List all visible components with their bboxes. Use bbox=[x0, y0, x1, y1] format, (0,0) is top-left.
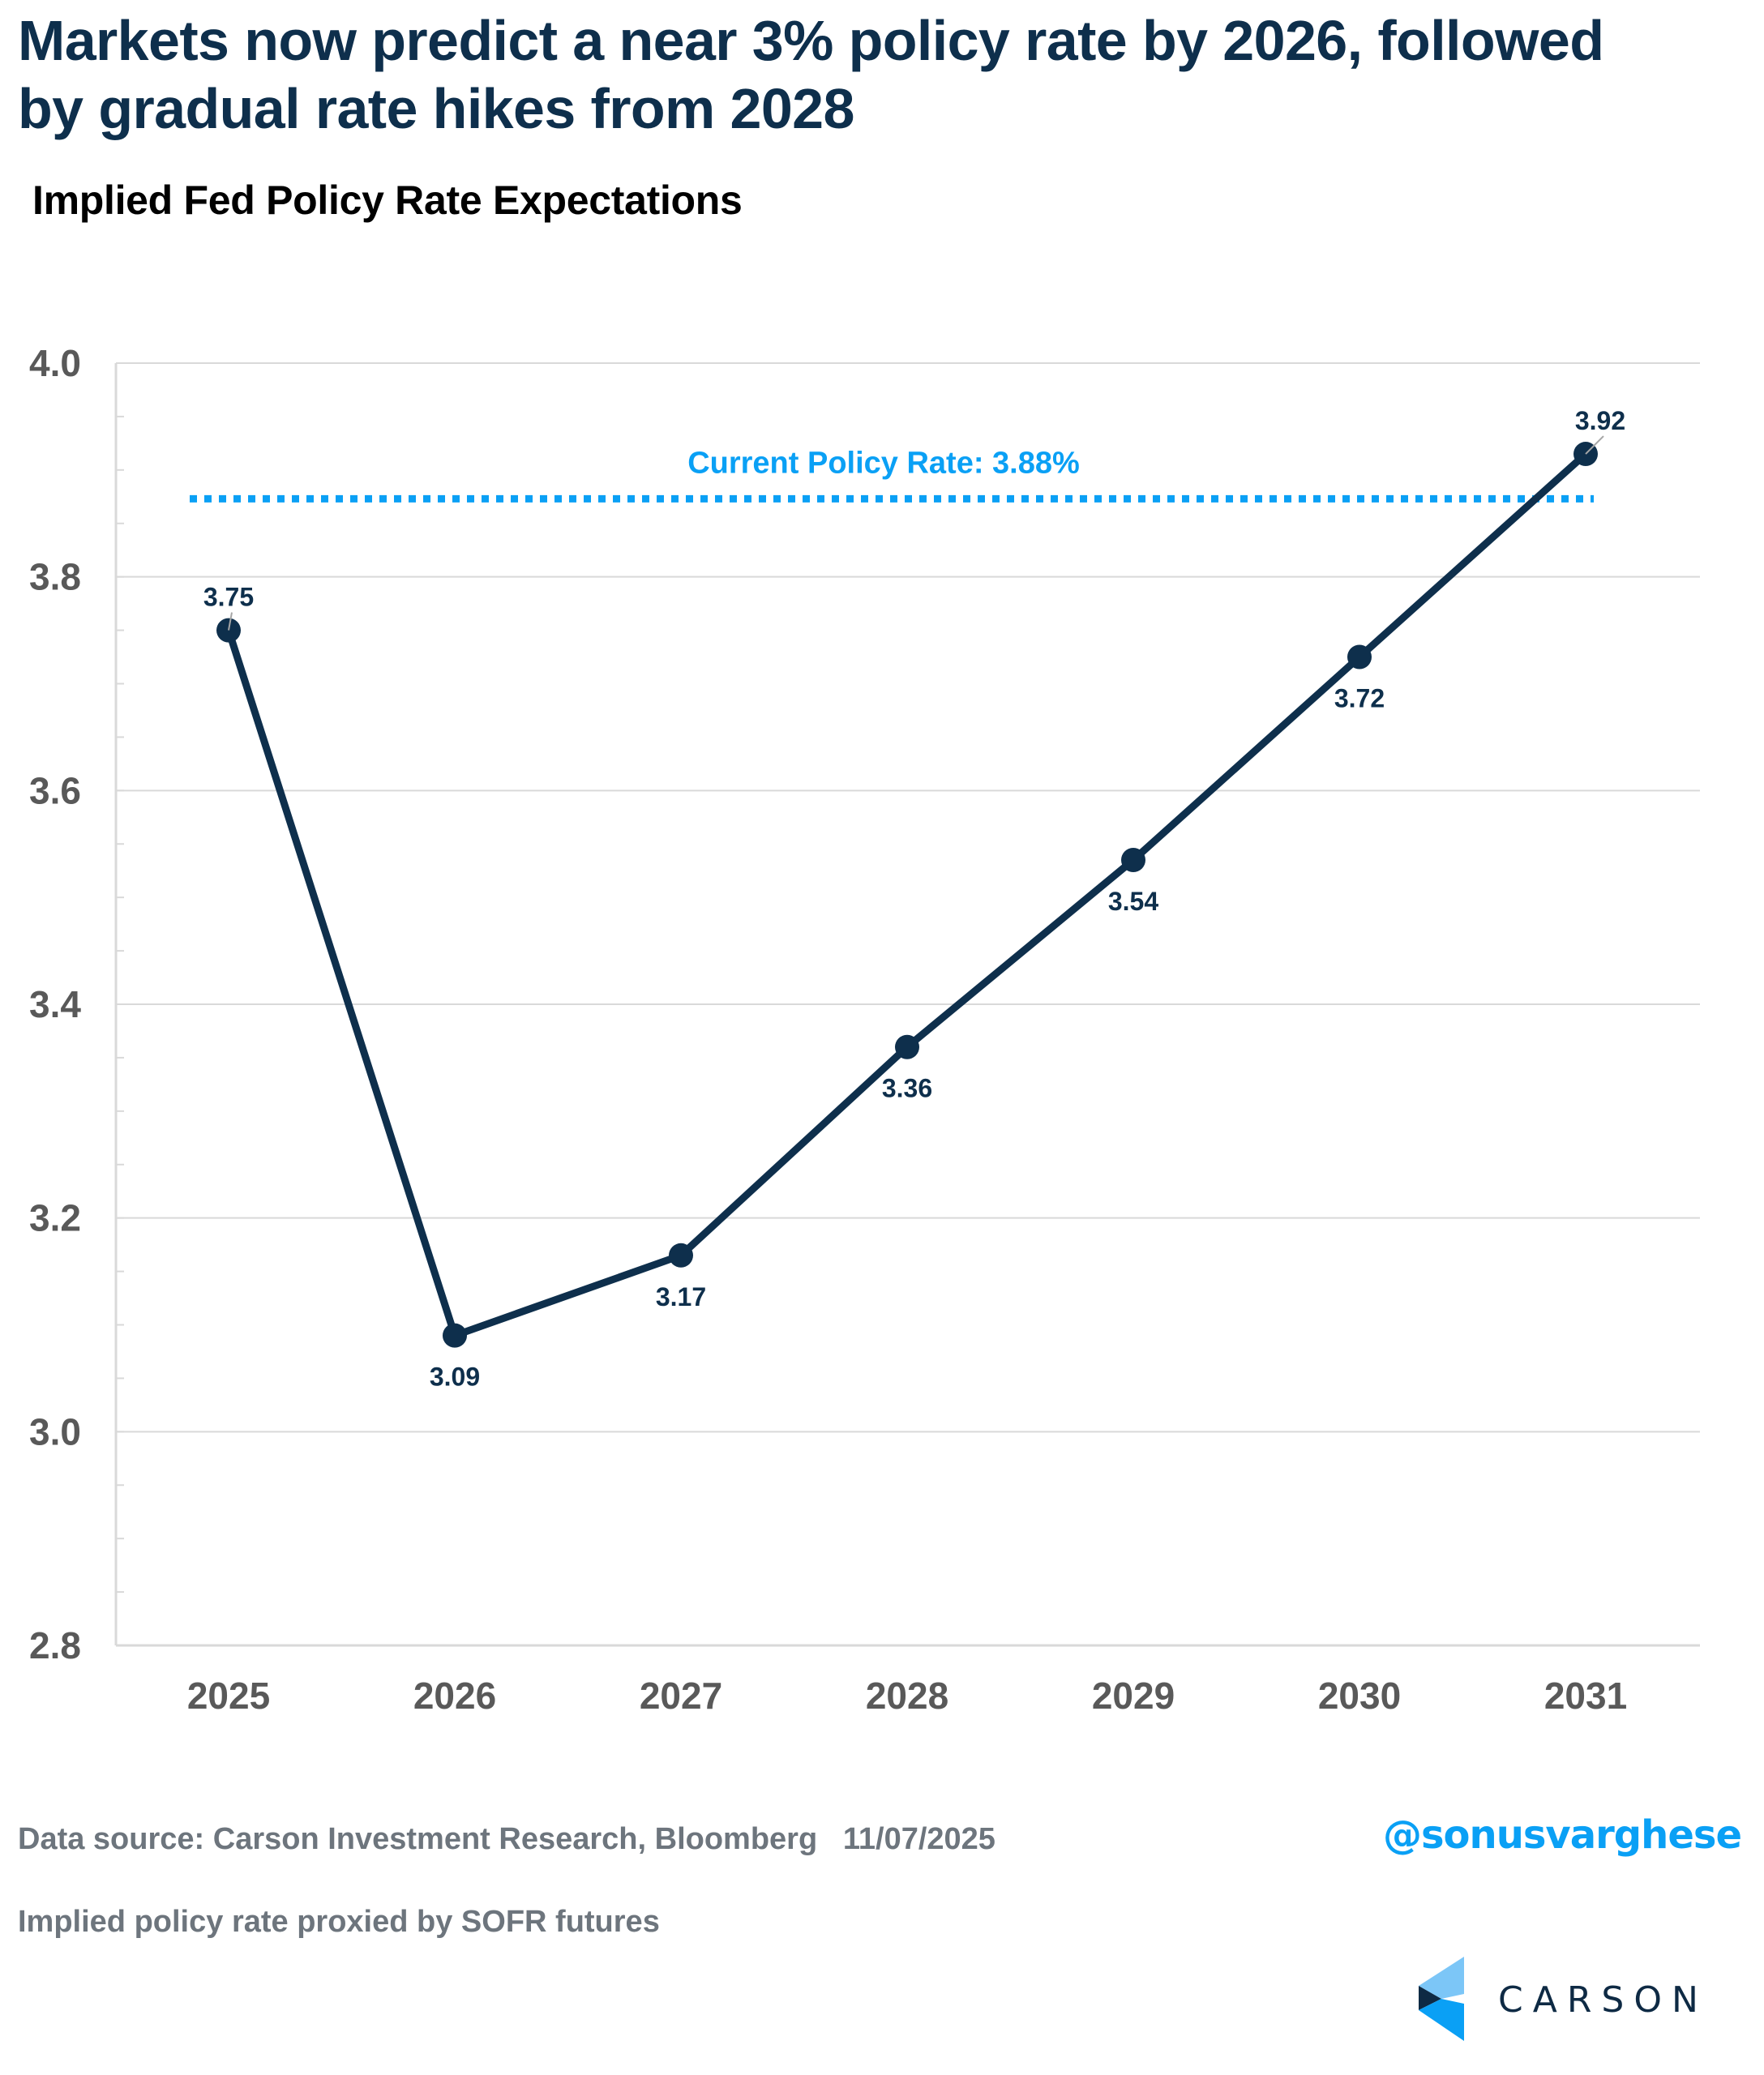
chart-title: Markets now predict a near 3% policy rat… bbox=[18, 6, 1753, 143]
chart-subtitle: Implied Fed Policy Rate Expectations bbox=[32, 178, 743, 223]
x-tick-label: 2031 bbox=[1544, 1675, 1627, 1717]
data-point-marker bbox=[669, 1243, 693, 1268]
methodology-note: Implied policy rate proxied by SOFR futu… bbox=[18, 1905, 660, 1939]
series-group bbox=[216, 442, 1598, 1348]
current-policy-rate-label: Current Policy Rate: 3.88% bbox=[687, 446, 1080, 480]
data-point-marker bbox=[1121, 848, 1145, 873]
data-point-marker bbox=[895, 1034, 919, 1059]
reference-line-group: Current Policy Rate: 3.88% bbox=[190, 446, 1594, 503]
carson-logo-mark-icon bbox=[1419, 1957, 1464, 2041]
data-label: 3.17 bbox=[656, 1282, 706, 1311]
x-tick-label: 2025 bbox=[187, 1675, 270, 1717]
data-label-leader bbox=[228, 612, 233, 631]
x-tick-label: 2030 bbox=[1318, 1675, 1401, 1717]
data-source-note: Data source: Carson Investment Research,… bbox=[18, 1822, 995, 1856]
gridlines bbox=[116, 362, 1700, 1433]
x-axis-tick-labels: 2025 2026 2027 2028 2029 2030 2031 bbox=[187, 1675, 1627, 1717]
y-axis-tick-labels: 2.8 3.0 3.2 3.4 3.6 3.8 4.0 bbox=[29, 342, 81, 1666]
x-tick-label: 2029 bbox=[1092, 1675, 1175, 1717]
data-label: 3.54 bbox=[1108, 887, 1158, 916]
y-tick-label: 3.6 bbox=[29, 769, 81, 811]
y-tick-label: 2.8 bbox=[29, 1624, 81, 1666]
carson-logo-text: CARSON bbox=[1498, 1979, 1708, 2021]
data-label-leader bbox=[1585, 435, 1604, 455]
data-point-marker bbox=[443, 1323, 467, 1348]
chart-title-line-1: Markets now predict a near 3% policy rat… bbox=[18, 9, 1604, 72]
y-tick-label: 3.0 bbox=[29, 1410, 81, 1452]
x-tick-label: 2028 bbox=[866, 1675, 948, 1717]
author-handle: @sonusvarghese bbox=[1382, 1812, 1742, 1858]
data-label: 3.75 bbox=[203, 583, 254, 612]
data-label: 3.36 bbox=[882, 1074, 932, 1103]
data-label: 3.72 bbox=[1334, 684, 1385, 713]
data-label: 3.09 bbox=[430, 1363, 480, 1392]
axes bbox=[114, 363, 1700, 1647]
y-tick-label: 3.8 bbox=[29, 556, 81, 598]
data-point-marker bbox=[1347, 644, 1372, 670]
carson-logo: CARSON bbox=[1417, 1957, 1741, 2041]
data-label: 3.92 bbox=[1575, 406, 1625, 435]
x-tick-label: 2026 bbox=[413, 1675, 496, 1717]
x-tick-label: 2027 bbox=[640, 1675, 722, 1717]
data-labels: 3.75 3.09 3.17 3.36 3.54 3.72 3.92 bbox=[203, 406, 1625, 1392]
y-tick-label: 4.0 bbox=[29, 342, 81, 384]
chart-title-line-2: by gradual rate hikes from 2028 bbox=[18, 77, 854, 140]
y-tick-label: 3.2 bbox=[29, 1197, 81, 1239]
series-line bbox=[225, 450, 1590, 1340]
y-tick-label: 3.4 bbox=[29, 983, 81, 1025]
minor-ticks bbox=[116, 362, 124, 1646]
